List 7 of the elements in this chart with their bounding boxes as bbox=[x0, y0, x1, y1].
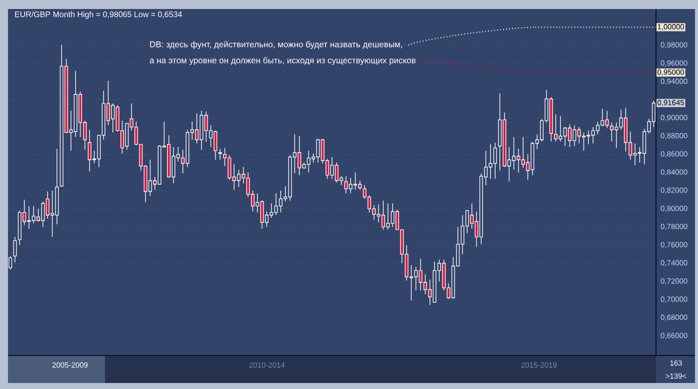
candlestick bbox=[218, 148, 222, 160]
candlestick bbox=[554, 114, 558, 142]
annotation: DB: здесь фунт, действительно, можно будет назвать дешевым, bbox=[150, 40, 402, 50]
annotation: а на этом уровне он должен быть, исходя из существующих рисков bbox=[150, 56, 416, 65]
chart-title: EUR/GBP Month High = 0,98065 Low = 0,6534 bbox=[15, 11, 182, 19]
candlestick bbox=[493, 142, 497, 180]
candlestick bbox=[13, 236, 17, 263]
